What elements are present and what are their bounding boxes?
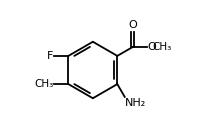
Text: F: F — [47, 51, 54, 61]
Text: CH₃: CH₃ — [152, 42, 172, 52]
Text: O: O — [128, 20, 137, 30]
Text: CH₃: CH₃ — [34, 79, 54, 89]
Text: O: O — [148, 42, 156, 52]
Text: NH₂: NH₂ — [125, 98, 146, 108]
